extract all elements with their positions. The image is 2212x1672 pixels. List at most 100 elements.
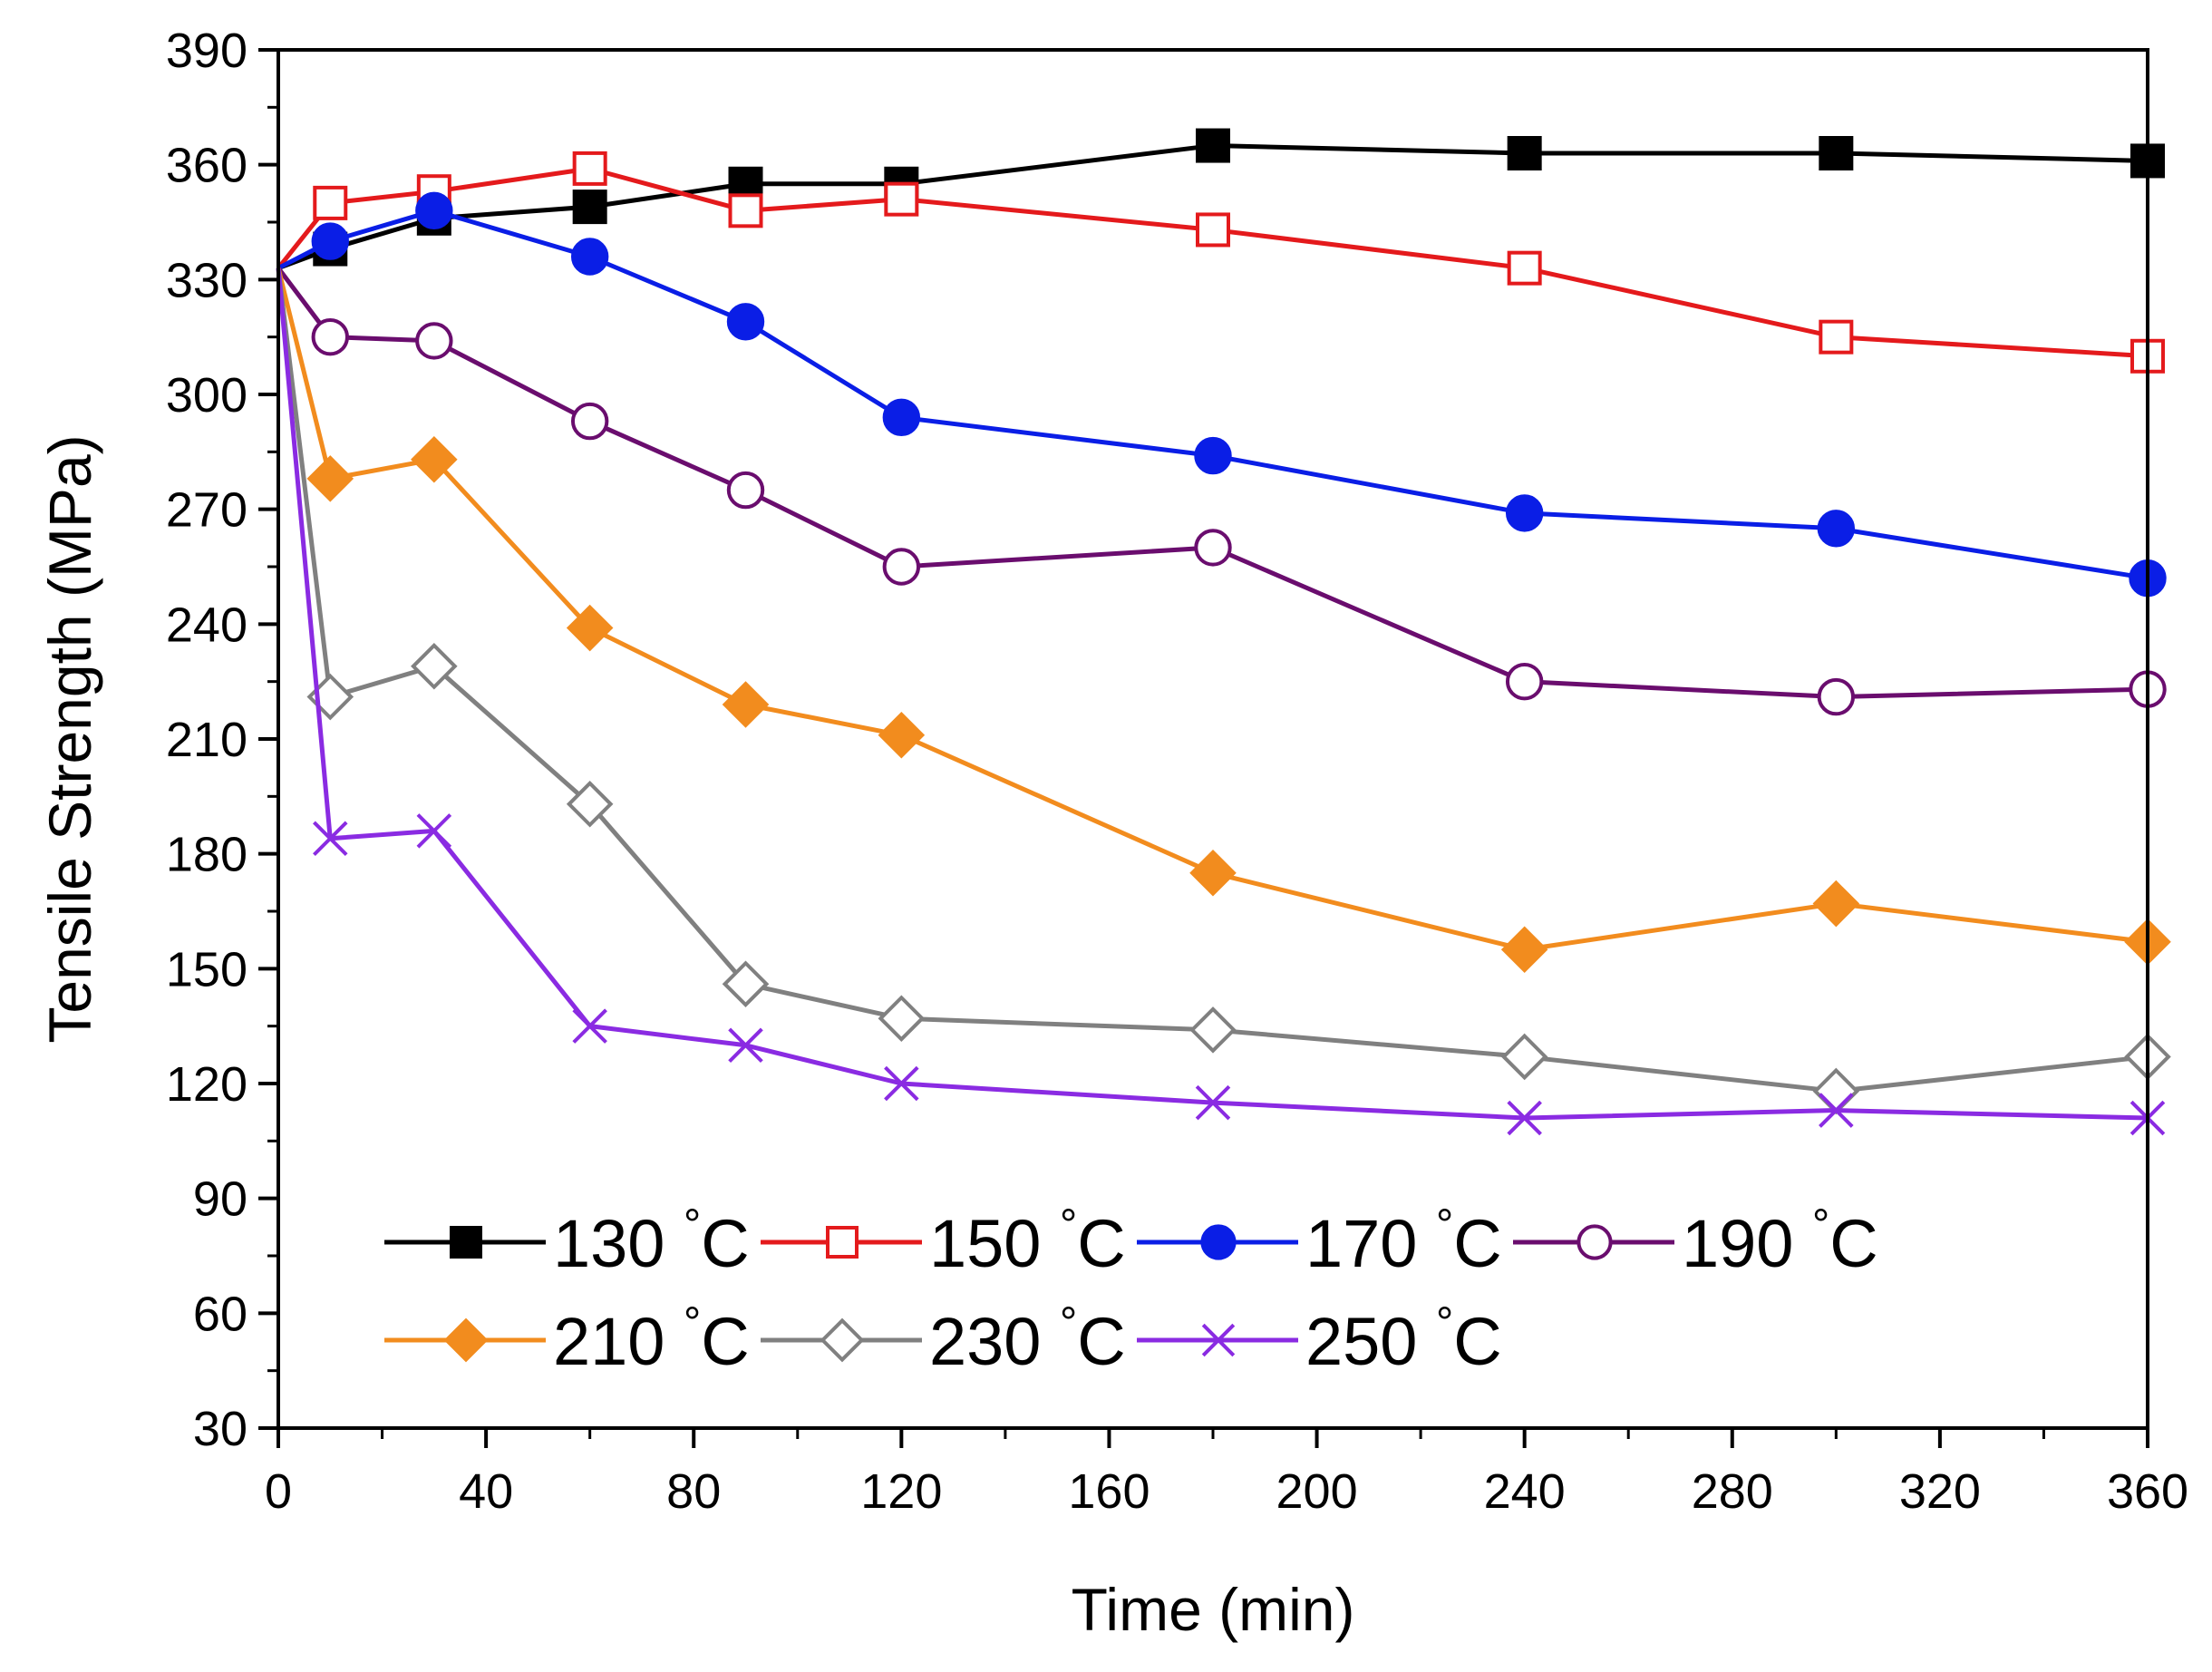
y-tick-label: 360 (166, 139, 247, 193)
data-point (313, 821, 348, 857)
data-point (566, 780, 614, 828)
data-point (1507, 1100, 1542, 1136)
data-point (726, 303, 765, 341)
data-point (722, 960, 770, 1008)
y-tick-label: 30 (193, 1402, 247, 1456)
legend: 130 °C 150 °C 170 °C 190 °C 210 °C 230 °C 250 … (384, 1201, 1878, 1379)
data-point (1819, 136, 1854, 170)
y-tick-label: 120 (166, 1057, 247, 1112)
data-point (1819, 319, 1854, 355)
legend-item: 150 °C (761, 1201, 1126, 1281)
legend-marker (1577, 1224, 1613, 1260)
data-point (566, 604, 614, 652)
data-point (882, 548, 921, 586)
y-tick-label: 390 (166, 24, 247, 78)
y-tick-label: 150 (166, 942, 247, 996)
data-point (416, 813, 452, 849)
data-point (415, 322, 453, 360)
data-point (1194, 529, 1232, 567)
data-point (1195, 1084, 1231, 1121)
data-point (311, 317, 349, 356)
y-tick-label: 240 (166, 598, 247, 652)
data-point (1189, 1006, 1237, 1054)
series-line (277, 143, 2149, 271)
data-point (1196, 212, 1230, 248)
x-tick-label: 0 (265, 1464, 292, 1519)
legend-marker (1200, 1224, 1237, 1260)
series-210 (276, 267, 2171, 974)
series-line (276, 267, 2149, 952)
legend-label: 250 °C (1305, 1299, 1502, 1379)
x-tick-label: 320 (1899, 1464, 1981, 1519)
data-point (411, 435, 458, 483)
data-point (411, 642, 458, 690)
data-point (1819, 1093, 1854, 1128)
legend-label: 210 °C (553, 1299, 750, 1379)
x-tick-label: 40 (459, 1464, 513, 1519)
x-tick-label: 80 (666, 1464, 721, 1519)
series-170 (276, 191, 2167, 598)
data-point (1196, 128, 1230, 163)
series-250 (276, 267, 2166, 1136)
series-line (276, 267, 2149, 1121)
plot-series (276, 128, 2171, 1136)
y-tick-label: 270 (166, 483, 247, 538)
x-tick-label: 120 (860, 1464, 942, 1519)
legend-item: 230 °C (761, 1299, 1126, 1379)
series-line (276, 267, 2149, 700)
x-tick-label: 240 (1484, 1464, 1566, 1519)
data-point (311, 222, 349, 260)
y-tick-label: 180 (166, 828, 247, 882)
data-point (722, 681, 770, 728)
legend-label: 190 °C (1682, 1201, 1878, 1281)
y-tick-label: 90 (193, 1172, 247, 1227)
data-point (1812, 880, 1860, 928)
legend-marker (450, 1226, 482, 1259)
legend-marker (826, 1226, 859, 1259)
legend-item: 130 °C (384, 1201, 750, 1281)
legend-label: 230 °C (929, 1299, 1126, 1379)
data-point (728, 1027, 763, 1064)
legend-item: 250 °C (1137, 1299, 1502, 1379)
data-point (313, 185, 348, 220)
x-tick-label: 360 (2107, 1464, 2188, 1519)
data-point (1505, 494, 1544, 532)
data-point (1194, 436, 1232, 475)
data-point (878, 711, 926, 759)
data-point (728, 193, 763, 228)
data-point (882, 398, 921, 437)
legend-marker (820, 1317, 865, 1363)
x-axis-title: Time (min) (1072, 1576, 1355, 1643)
series-line (276, 208, 2149, 581)
y-axis-title: Tensile Strength (MPa) (36, 434, 103, 1043)
data-point (1500, 1033, 1548, 1081)
data-point (415, 191, 453, 230)
legend-item: 190 °C (1513, 1201, 1878, 1281)
legend-label: 150 °C (929, 1201, 1126, 1281)
axis-ticks: 0 40 80 120 160 200 240 280 320 360 30 60 90 120 150 18… (166, 24, 2188, 1519)
legend-item: 210 °C (384, 1299, 750, 1379)
data-point (1507, 136, 1542, 170)
x-tick-label: 280 (1692, 1464, 1773, 1519)
legend-marker (1201, 1323, 1236, 1357)
data-point (1507, 250, 1542, 286)
legend-label: 170 °C (1305, 1201, 1502, 1281)
data-point (1817, 510, 1856, 548)
data-point (884, 181, 919, 217)
x-tick-label: 200 (1276, 1464, 1358, 1519)
x-tick-label: 160 (1068, 1464, 1150, 1519)
data-point (570, 238, 609, 276)
data-point (306, 455, 354, 502)
legend-marker (443, 1317, 489, 1363)
data-point (572, 190, 607, 225)
data-point (1500, 926, 1548, 974)
data-point (1189, 849, 1237, 897)
y-tick-label: 210 (166, 713, 247, 767)
data-point (726, 471, 765, 510)
data-point (570, 402, 609, 441)
data-point (1505, 662, 1544, 701)
data-point (878, 995, 926, 1043)
data-point (884, 1065, 919, 1102)
series-line (276, 166, 2149, 359)
